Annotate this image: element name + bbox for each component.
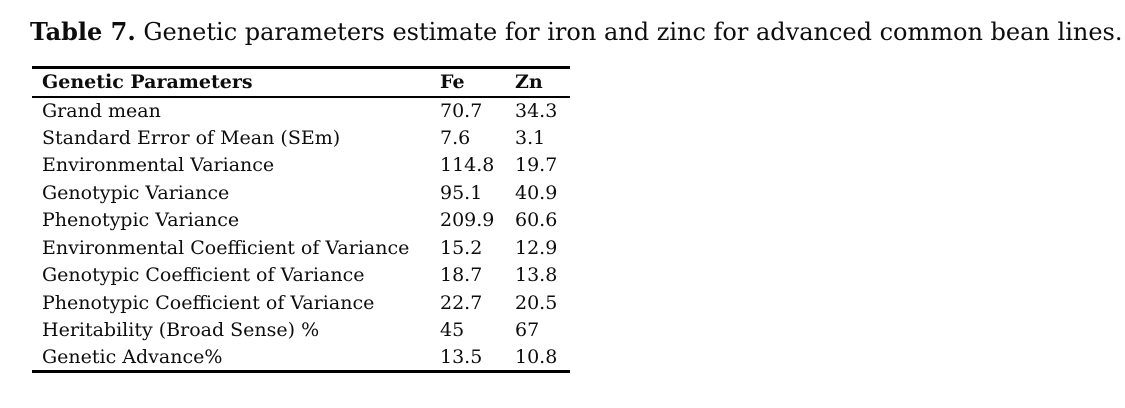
zn-cell: 12.9 [515, 236, 558, 259]
table-row: Heritability (Broad Sense) % 45 67 [32, 317, 570, 345]
table-row: Phenotypic Variance 209.9 60.6 [32, 207, 570, 235]
param-cell: Genotypic Variance [42, 181, 230, 204]
header-zn: Zn [515, 71, 543, 94]
table-caption-label: Table 7. [30, 17, 136, 46]
zn-cell: 3.1 [515, 126, 546, 149]
header-row: Genetic Parameters Fe Zn [32, 68, 570, 97]
fe-cell: 45 [440, 319, 465, 342]
genetic-parameters-table: Genetic Parameters Fe Zn Grand mean 70.7… [32, 66, 570, 373]
table-header: Genetic Parameters Fe Zn [32, 68, 570, 97]
fe-cell: 13.5 [440, 346, 483, 368]
zn-cell: 13.8 [515, 264, 558, 287]
fe-cell: 114.8 [440, 154, 495, 177]
param-cell: Environmental Variance [42, 154, 275, 177]
table-caption-text: Genetic parameters estimate for iron and… [135, 18, 1123, 46]
zn-cell: 19.7 [515, 154, 558, 177]
table-row: Genotypic Variance 95.1 40.9 [32, 179, 570, 207]
param-cell: Phenotypic Coefficient of Variance [42, 291, 375, 314]
param-cell: Phenotypic Variance [42, 209, 240, 232]
zn-cell: 40.9 [515, 181, 558, 204]
table-row: Environmental Coefficient of Variance 15… [32, 234, 570, 262]
table-caption: Table 7. Genetic parameters estimate for… [30, 17, 1122, 47]
fe-cell: 209.9 [440, 209, 495, 232]
zn-cell: 60.6 [515, 209, 558, 232]
fe-cell: 18.7 [440, 264, 483, 287]
table-row: Genetic Advance% 13.5 10.8 [32, 344, 570, 372]
table-row: Genotypic Coefficient of Variance 18.7 1… [32, 262, 570, 290]
table-row: Phenotypic Coefficient of Variance 22.7 … [32, 289, 570, 317]
table-row: Standard Error of Mean (SEm) 7.6 3.1 [32, 124, 570, 152]
fe-cell: 70.7 [440, 99, 483, 122]
param-cell: Heritability (Broad Sense) % [42, 319, 320, 342]
table-body: Grand mean 70.7 34.3 Standard Error of M… [32, 97, 570, 372]
fe-cell: 15.2 [440, 236, 483, 259]
header-genetic-parameters: Genetic Parameters [42, 71, 253, 94]
param-cell: Genetic Advance% [42, 346, 223, 368]
header-fe: Fe [440, 71, 465, 94]
zn-cell: 67 [515, 319, 540, 342]
param-cell: Genotypic Coefficient of Variance [42, 264, 365, 287]
param-cell: Environmental Coefficient of Variance [42, 236, 410, 259]
fe-cell: 22.7 [440, 291, 483, 314]
param-cell: Grand mean [42, 99, 161, 122]
fe-cell: 95.1 [440, 181, 483, 204]
table-row: Grand mean 70.7 34.3 [32, 97, 570, 125]
zn-cell: 20.5 [515, 291, 558, 314]
zn-cell: 34.3 [515, 99, 558, 122]
param-cell: Standard Error of Mean (SEm) [42, 126, 341, 149]
fe-cell: 7.6 [440, 126, 471, 149]
table-row: Environmental Variance 114.8 19.7 [32, 152, 570, 180]
zn-cell: 10.8 [515, 346, 558, 368]
